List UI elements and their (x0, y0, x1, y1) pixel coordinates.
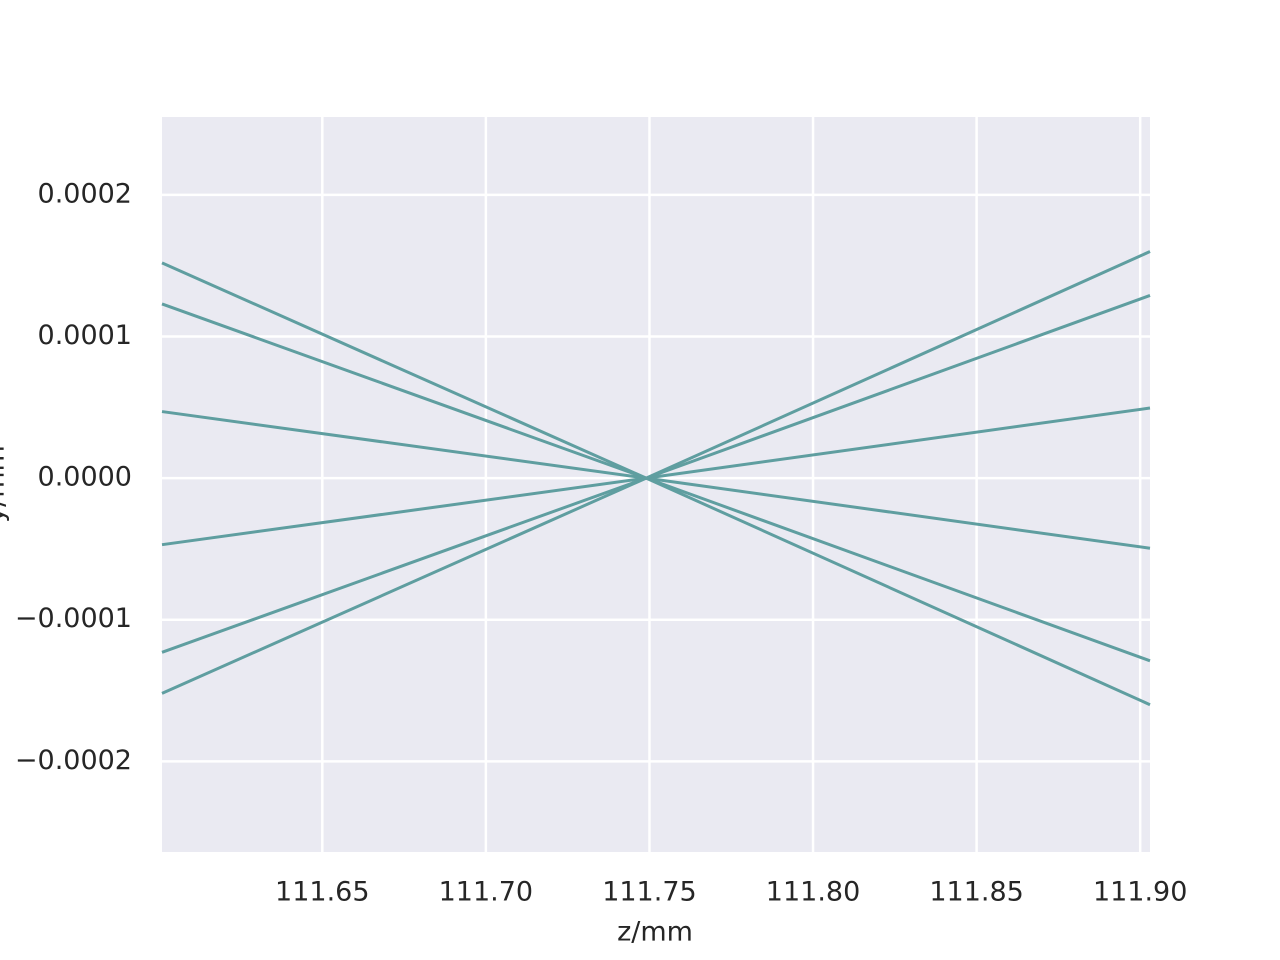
y-tick-label: 0.0000 (38, 462, 132, 493)
plot-area (162, 117, 1150, 852)
x-axis-label: z/mm (617, 917, 693, 948)
x-tick-label: 111.80 (766, 877, 860, 908)
y-axis-label: y/mm (0, 445, 11, 523)
y-tick-label: −0.0001 (15, 603, 132, 634)
x-tick-label: 111.85 (929, 877, 1023, 908)
x-tick-label: 111.75 (602, 877, 696, 908)
series-line (161, 250, 1151, 695)
x-tick-label: 111.90 (1093, 877, 1187, 908)
x-tick-label: 111.70 (439, 877, 533, 908)
x-tick-label: 111.65 (275, 877, 369, 908)
y-tick-label: −0.0002 (15, 745, 132, 776)
y-tick-label: 0.0001 (38, 320, 132, 351)
y-tick-label: 0.0002 (38, 178, 132, 209)
